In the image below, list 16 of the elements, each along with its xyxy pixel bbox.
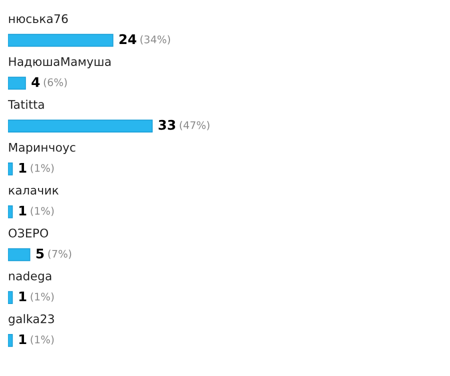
y-tick-label: nadega: [9, 271, 52, 283]
data-label: 5 (7%): [36, 248, 72, 259]
y-tick-label: Tatitta: [8, 100, 44, 109]
y-tick-label: нюська76: [9, 14, 68, 24]
data-label: 33 (47%): [158, 120, 210, 130]
data-label: 1 (1%): [19, 334, 54, 345]
data-label: 1 (1%): [19, 292, 54, 302]
data-label: 1 (1%): [19, 162, 54, 174]
data-label: 24 (34%): [120, 34, 170, 45]
y-tick-label: galka23: [8, 314, 54, 326]
y-tick-label: Маринчоус: [9, 142, 76, 154]
y-tick-label: ОЗЕРО: [8, 228, 48, 238]
y-tick-label: калачик: [9, 188, 59, 195]
data-label: 4 (6%): [32, 77, 67, 88]
data-label: 1 (1%): [19, 206, 54, 216]
y-tick-label: НадюшаМамуша: [9, 57, 111, 68]
